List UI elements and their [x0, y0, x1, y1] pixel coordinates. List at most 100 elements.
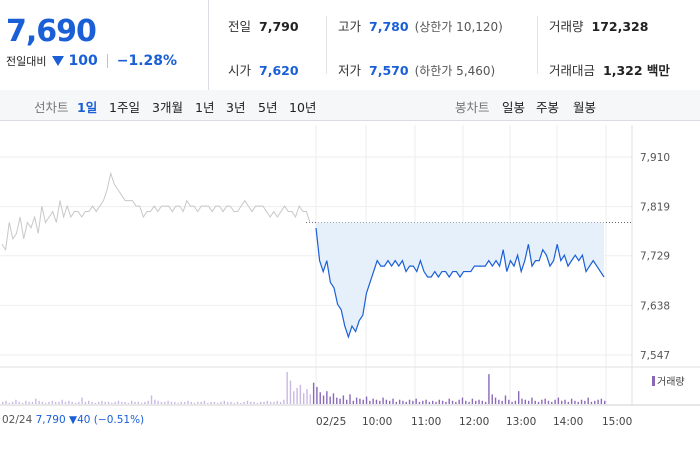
- volume-bar: [286, 372, 288, 404]
- lower-limit: (하한가 5,460): [414, 64, 496, 78]
- today-area-fill: [316, 222, 604, 337]
- volume-bar: [564, 399, 566, 404]
- volume-bar: [64, 401, 67, 404]
- volume-bar: [253, 401, 255, 404]
- volume-bar: [316, 386, 318, 404]
- volume-bar: [180, 401, 183, 404]
- volume-bar: [574, 400, 576, 404]
- tab-period-3m[interactable]: 3개월: [152, 100, 183, 115]
- volume-bar: [296, 388, 298, 404]
- prev-change-pct: (−0.51%): [93, 414, 145, 426]
- volume-swatch: [652, 375, 655, 386]
- amount-value: 1,322 백만: [603, 63, 670, 78]
- tab-period-1y[interactable]: 1년: [195, 100, 215, 115]
- volume-bar: [157, 400, 159, 404]
- prev-date: 02/24: [2, 414, 33, 426]
- high-value: 7,780: [369, 19, 409, 34]
- volume-value: 172,328: [591, 19, 649, 34]
- tab-period-1d[interactable]: 1일: [77, 100, 98, 115]
- volume-bar: [223, 400, 226, 404]
- volume-bar: [435, 401, 437, 404]
- volume-bar: [326, 391, 328, 404]
- divider: [106, 54, 108, 68]
- volume-bar: [68, 400, 70, 404]
- volume-bar: [336, 397, 338, 404]
- volume-bar: [547, 400, 550, 404]
- volume-bar: [131, 400, 133, 404]
- volume-bar: [484, 401, 487, 404]
- tab-candle-daily[interactable]: 일봉: [502, 100, 526, 115]
- change-label: 전일대비: [6, 55, 47, 68]
- volume-bar: [203, 400, 206, 404]
- tab-period-10y[interactable]: 10년: [289, 100, 317, 115]
- divider: [326, 16, 327, 74]
- volume-bar: [584, 400, 586, 404]
- high-stat: 고가 7,780 (상한가 10,120): [338, 19, 503, 34]
- volume-bar: [213, 401, 216, 404]
- volume-bar: [577, 401, 579, 404]
- volume-bar: [382, 397, 384, 404]
- change-row: 전일대비 100 −1.28%: [6, 53, 177, 69]
- volume-bar: [339, 398, 341, 404]
- volume-bar: [48, 401, 50, 404]
- volume-bar: [236, 401, 239, 404]
- volume-bar: [5, 400, 7, 404]
- volume-bar: [101, 400, 103, 404]
- volume-bar: [226, 401, 229, 404]
- volume-bar: [71, 401, 73, 404]
- tab-period-5y[interactable]: 5년: [258, 100, 278, 115]
- volume-bar: [567, 401, 570, 404]
- volume-bar: [283, 399, 285, 404]
- volume-bar: [312, 382, 315, 404]
- volume-bar: [604, 400, 606, 404]
- current-price: 7,690: [6, 14, 97, 49]
- tab-candle-monthly[interactable]: 월봉: [573, 100, 597, 115]
- x-tick-label: 12:00: [459, 416, 489, 428]
- y-tick-label: 7,547: [640, 350, 670, 362]
- volume-bar: [389, 400, 391, 404]
- volume-bar: [2, 401, 4, 404]
- volume-bar: [521, 398, 523, 404]
- volume-bar: [412, 400, 414, 404]
- volume-bar: [240, 402, 242, 404]
- volume-bar: [88, 400, 90, 404]
- volume-bar: [299, 384, 302, 404]
- tab-candle-weekly[interactable]: 주봉: [536, 100, 560, 115]
- volume-bar: [372, 398, 374, 404]
- volume-bar: [250, 401, 252, 404]
- volume-bar: [35, 398, 37, 404]
- volume-bar: [94, 402, 97, 404]
- volume-bar: [319, 392, 321, 404]
- volume-bar: [494, 397, 497, 404]
- volume-bar: [597, 399, 599, 404]
- volume-bar: [15, 399, 17, 404]
- tab-period-3y[interactable]: 3년: [226, 100, 246, 115]
- x-tick-label: 02/25: [316, 416, 346, 428]
- today-price-line: [315, 227, 605, 339]
- volume-bar: [31, 401, 34, 404]
- volume-bar: [256, 402, 259, 404]
- volume-bar: [349, 394, 351, 404]
- volume-bar: [594, 400, 596, 404]
- volume-bar: [303, 393, 305, 404]
- volume-bar: [511, 401, 513, 404]
- volume-bar: [279, 401, 282, 404]
- volume-bar: [375, 399, 378, 404]
- volume-bar: [432, 400, 434, 404]
- tab-period-1w[interactable]: 1주일: [109, 100, 140, 115]
- volume-bar: [200, 401, 202, 404]
- volume-bar: [266, 400, 269, 404]
- volume-bar: [471, 398, 474, 404]
- x-tick-label: 14:00: [553, 416, 583, 428]
- prev-close-value: 7,790: [259, 19, 299, 34]
- y-tick-label: 7,729: [640, 251, 670, 263]
- x-tick-label: 15:00: [602, 416, 632, 428]
- volume-bar: [355, 397, 358, 404]
- volume-bar: [425, 399, 427, 404]
- volume-bar: [114, 401, 116, 404]
- volume-bar: [124, 401, 126, 404]
- volume-bar: [164, 401, 166, 404]
- volume-bar: [346, 399, 348, 404]
- volume-bar: [518, 391, 520, 404]
